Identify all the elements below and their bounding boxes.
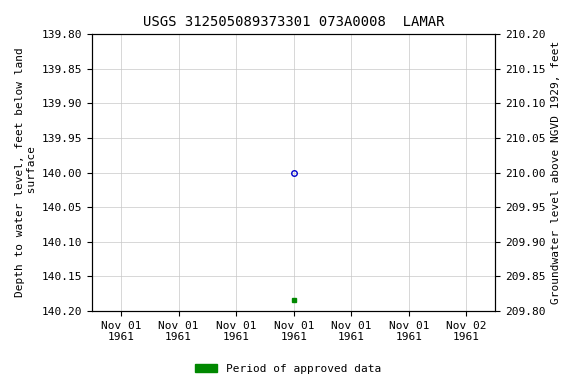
Title: USGS 312505089373301 073A0008  LAMAR: USGS 312505089373301 073A0008 LAMAR: [143, 15, 445, 29]
Legend: Period of approved data: Period of approved data: [191, 359, 385, 379]
Y-axis label: Groundwater level above NGVD 1929, feet: Groundwater level above NGVD 1929, feet: [551, 41, 561, 304]
Y-axis label: Depth to water level, feet below land
 surface: Depth to water level, feet below land su…: [15, 48, 37, 298]
